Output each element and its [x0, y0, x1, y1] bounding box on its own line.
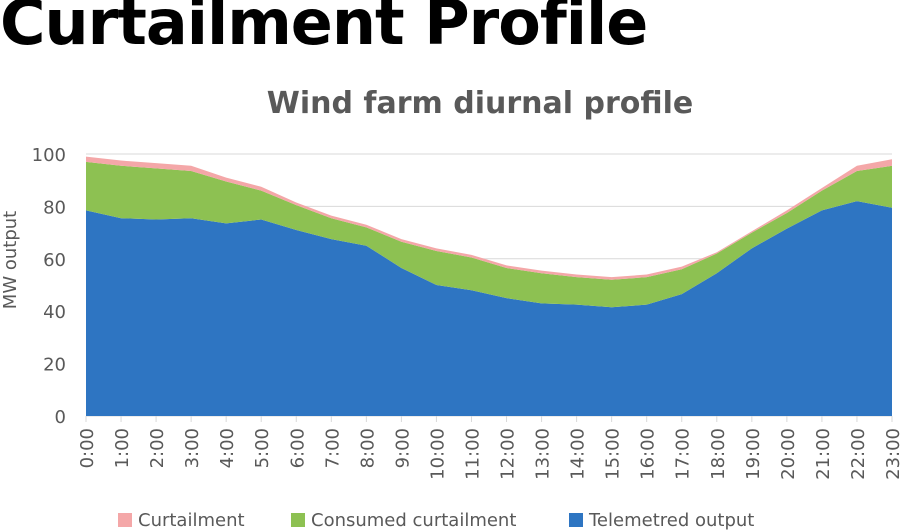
x-tick-label: 0:00: [77, 428, 98, 468]
x-tick-label: 10:00: [427, 428, 448, 480]
x-tick-label: 16:00: [638, 428, 659, 480]
y-tick-label: 0: [55, 407, 66, 428]
x-tick-label: 17:00: [673, 428, 694, 480]
x-tick-label: 18:00: [708, 428, 729, 480]
x-axis-ticks: 0:00 1:00 2:00 3:00 4:00 5:00 6:00 7:00 8:00 9:00…: [77, 416, 900, 480]
x-tick-label: 12:00: [498, 428, 519, 480]
legend-item: Telemetred output: [569, 510, 754, 531]
legend-label: Curtailment: [138, 510, 245, 531]
y-tick-label: 20: [43, 355, 66, 376]
legend-label: Consumed curtailment: [311, 510, 516, 531]
x-tick-label: 19:00: [743, 428, 764, 480]
x-tick-label: 9:00: [392, 428, 413, 468]
legend-item: Curtailment: [118, 510, 245, 531]
x-tick-label: 11:00: [462, 428, 483, 480]
x-tick-label: 8:00: [357, 428, 378, 468]
x-tick-label: 2:00: [147, 428, 168, 468]
x-tick-label: 20:00: [778, 428, 799, 480]
legend-label: Telemetred output: [588, 510, 754, 531]
legend-item: Consumed curtailment: [291, 510, 516, 531]
x-tick-label: 14:00: [568, 428, 589, 480]
area-consumed-curtailment: [86, 161, 892, 308]
slide-title: Curtailment Profile: [0, 0, 648, 59]
x-tick-label: 6:00: [287, 428, 308, 468]
y-tick-label: 40: [43, 302, 66, 323]
x-tick-label: 7:00: [322, 428, 343, 468]
y-tick-label: 80: [43, 197, 66, 218]
area-telemetred-output: [86, 201, 892, 416]
y-tick-label: 60: [43, 250, 66, 271]
x-tick-label: 23:00: [883, 428, 900, 480]
legend-swatch: [569, 513, 583, 527]
chart-title: Wind farm diurnal profile: [267, 86, 693, 121]
x-tick-label: 21:00: [813, 428, 834, 480]
y-axis-label: MW output: [0, 211, 21, 309]
area-series: [86, 156, 892, 416]
x-tick-label: 13:00: [533, 428, 554, 480]
x-tick-label: 15:00: [603, 428, 624, 480]
y-axis-ticks: 0 20 40 60 80 100: [32, 145, 66, 428]
x-tick-label: 5:00: [252, 428, 273, 468]
area-curtailment: [86, 156, 892, 280]
legend-swatch: [291, 513, 305, 527]
legend-swatch: [118, 513, 132, 527]
x-tick-label: 1:00: [112, 428, 133, 468]
legend: Curtailment Consumed curtailment Telemetre…: [118, 510, 754, 531]
x-tick-label: 22:00: [848, 428, 869, 480]
y-tick-label: 100: [32, 145, 66, 166]
x-tick-label: 3:00: [182, 428, 203, 468]
x-tick-label: 4:00: [217, 428, 238, 468]
